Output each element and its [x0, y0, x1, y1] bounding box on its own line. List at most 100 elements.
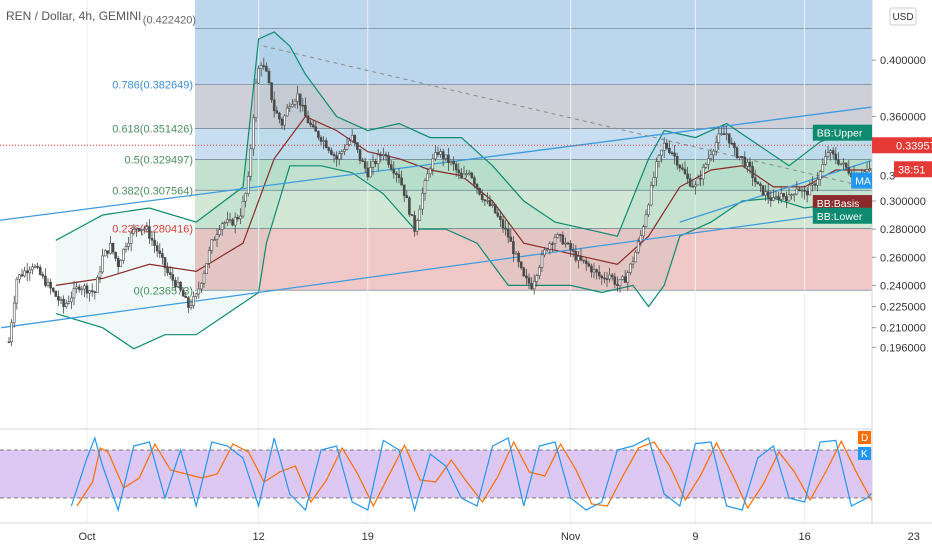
price-tick-label: 0.240000: [880, 280, 926, 292]
candle-body: [402, 184, 406, 196]
currency-badge[interactable]: USD: [889, 7, 917, 26]
price-tick-label: 0.3: [880, 171, 895, 183]
stoch-k-badge-label: K: [861, 449, 868, 460]
candle-body: [288, 106, 292, 109]
candle-body: [371, 161, 375, 168]
candle-body: [566, 242, 570, 245]
candle-body: [704, 163, 708, 168]
candle-body: [735, 147, 739, 158]
candle-body: [374, 161, 377, 165]
candle-body: [166, 267, 169, 273]
candle-body: [826, 152, 830, 157]
candle-body: [691, 185, 695, 188]
candle-body: [668, 147, 671, 154]
candle-body: [551, 243, 554, 245]
candle-body: [140, 229, 143, 231]
candle-body: [538, 267, 541, 276]
candle-body: [46, 281, 50, 286]
candle-body: [460, 172, 463, 179]
candle-body: [532, 281, 536, 290]
candle-body: [41, 274, 45, 277]
candle-body: [865, 168, 869, 173]
candle-body: [727, 133, 731, 144]
fib-top-label: (0.422420): [143, 15, 196, 27]
candle-body: [824, 156, 827, 165]
candle-body: [652, 177, 656, 186]
candle-body: [376, 154, 380, 165]
candle-body: [296, 93, 299, 102]
candle-body: [436, 152, 440, 155]
candle-body: [98, 271, 102, 278]
indicator-badge-label: BB:Basis: [817, 198, 860, 210]
candle-body: [215, 234, 219, 240]
candle-body: [106, 250, 110, 254]
candle-body: [332, 154, 336, 157]
candle-body: [519, 261, 523, 269]
candle-body: [467, 172, 471, 175]
candle-body: [665, 142, 669, 149]
candle-body: [7, 341, 11, 344]
candle-body: [283, 115, 286, 126]
candle-body: [272, 99, 276, 112]
price-axis-bg: [872, 0, 932, 550]
candle-body: [553, 237, 557, 244]
candle-body: [610, 274, 614, 278]
candle-body: [23, 270, 26, 277]
candle-body: [522, 267, 526, 277]
candle-body: [15, 278, 19, 304]
candle-body: [543, 249, 546, 256]
candle-body: [811, 183, 814, 186]
candle-body: [678, 164, 682, 169]
candle-body: [584, 260, 588, 264]
candle-body: [18, 274, 21, 280]
candle-body: [90, 290, 94, 292]
candle-body: [200, 283, 203, 290]
candle-body: [59, 298, 63, 301]
fib-zone: [195, 28, 872, 85]
candle-body: [231, 219, 234, 226]
candle-body: [748, 161, 752, 167]
candle-body: [600, 275, 604, 279]
candle-body: [330, 150, 333, 155]
candle-body: [12, 302, 16, 324]
candle-body: [77, 286, 81, 290]
indicator-badge: [812, 124, 872, 141]
candle-body: [556, 234, 559, 238]
fib-retracement[interactable]: 0.786(0.382649) 0.618(0.351426) 0.5(0.3294…: [112, 0, 872, 297]
candle-body: [688, 178, 692, 187]
candle-body: [647, 204, 650, 216]
candle-body: [597, 271, 601, 277]
candle-body: [93, 291, 97, 294]
candle-body: [740, 155, 744, 158]
candle-body: [499, 215, 502, 220]
candle-body: [517, 252, 520, 263]
candle-body: [634, 251, 637, 263]
stochastic-pane[interactable]: 80.0040.000.00DK: [0, 428, 910, 521]
candle-body: [465, 173, 468, 175]
candle-body: [314, 126, 318, 132]
candle-body: [777, 196, 780, 200]
candle-body: [681, 167, 684, 170]
candle-body: [631, 261, 635, 265]
candle-body: [506, 229, 510, 238]
stoch-k-badge: [858, 447, 871, 460]
candle-body: [603, 277, 606, 280]
candle-body: [439, 151, 442, 155]
candle-body: [673, 152, 676, 157]
candle-body: [410, 214, 414, 216]
candle-body: [122, 248, 125, 261]
candle-body: [101, 255, 104, 273]
candle-body: [155, 245, 159, 252]
price-tick-label: 0.260000: [880, 252, 926, 264]
candle-body: [405, 195, 409, 199]
candle-body: [291, 103, 294, 107]
candle-body: [395, 172, 398, 175]
candle-body: [70, 297, 73, 303]
indicator-badge: [812, 207, 872, 224]
candle-body: [753, 177, 757, 183]
candle-body: [304, 104, 307, 117]
candle-body: [761, 185, 765, 196]
candle-body: [249, 148, 253, 177]
